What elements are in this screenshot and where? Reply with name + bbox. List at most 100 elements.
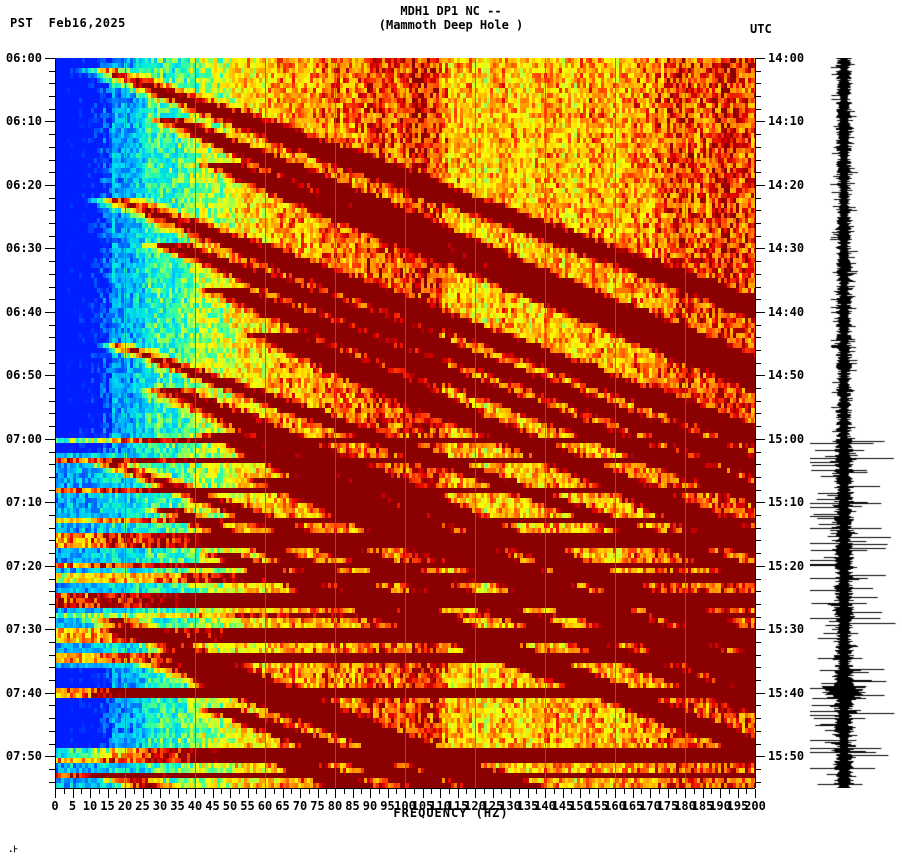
tick-mark [755,540,761,542]
frequency-label: 60 [257,799,273,813]
tick-mark [431,789,433,794]
tick-mark [49,743,55,745]
frequency-label: 160 [604,799,626,813]
tick-mark [755,70,761,72]
tick-mark [49,108,55,110]
tick-mark [755,527,761,529]
tick-mark [107,789,109,798]
tick-mark [49,388,55,390]
tick-mark [151,789,153,794]
tick-mark [755,476,761,478]
time-label-pst: 06:40 [5,304,42,319]
tick-mark [317,789,319,798]
frequency-label: 125 [481,799,504,813]
tick-mark [396,789,398,794]
tick-mark [326,789,328,794]
tick-mark [265,789,266,798]
tick-mark [755,680,761,682]
tick-mark [72,789,74,798]
tick-mark [755,261,761,263]
tick-mark [49,768,55,770]
tick-mark [755,768,761,770]
tick-mark [49,642,55,643]
tick-mark [49,489,55,491]
tick-mark [90,789,91,798]
tick-mark [63,789,65,794]
frequency-label: 15 [100,799,115,813]
tick-mark [755,311,765,313]
tick-mark [693,789,695,794]
tick-mark [49,223,55,225]
tick-mark [221,789,223,794]
tick-mark [247,789,249,798]
tick-mark [755,400,761,402]
tick-mark [755,553,761,555]
spectrogram-plot[interactable] [55,58,755,788]
tick-mark [755,451,761,453]
tick-mark [49,286,55,288]
tick-mark [291,789,293,794]
tick-mark [343,789,345,794]
time-label-utc: 15:10 [768,495,805,510]
time-label-pst: 06:10 [5,114,42,129]
tick-mark [335,789,336,798]
tick-mark [98,789,100,794]
frequency-label: 5 [68,799,77,813]
tick-mark [142,789,144,798]
frequency-label: 70 [292,799,308,813]
frequency-label: 145 [551,799,574,813]
tick-mark [755,426,761,428]
tick-mark [755,743,761,745]
tick-mark [492,789,494,798]
frequency-label: 35 [170,799,185,813]
tick-mark [49,413,55,415]
tick-mark [49,299,55,301]
tick-mark [457,789,459,798]
tick-mark [755,654,761,656]
tick-mark [755,134,761,136]
frequency-label: 155 [586,799,609,813]
tick-mark [49,400,55,402]
tick-mark [755,616,761,618]
tick-mark [49,591,55,593]
tick-mark [49,781,55,783]
tick-mark [45,692,55,694]
frequency-label: 105 [411,799,434,813]
tick-mark [720,789,721,798]
time-label-utc: 15:30 [768,622,805,637]
tick-mark [755,667,761,669]
frequency-label: 130 [499,799,521,813]
frequency-label: 95 [380,799,395,813]
tick-mark [378,789,380,794]
tick-mark [45,502,55,504]
frequency-label: 200 [744,799,766,813]
tick-mark [49,578,55,580]
tick-mark [238,789,240,794]
tick-mark [755,730,761,732]
time-label-utc: 14:50 [768,368,805,383]
tick-mark [405,789,406,798]
tick-mark [49,197,55,199]
tick-mark [230,789,231,798]
spectrogram-canvas [55,58,755,788]
tick-mark [203,789,205,794]
time-label-utc: 14:20 [768,177,805,192]
time-label-utc: 15:20 [768,558,805,573]
tick-mark [685,789,686,798]
tick-mark [116,789,118,794]
tick-mark [49,172,55,174]
tick-mark [755,235,761,237]
time-label-pst: 06:00 [5,51,42,65]
tick-mark [49,730,55,732]
tick-mark [49,159,55,161]
tick-mark [45,565,55,567]
frequency-label: 85 [345,799,360,813]
tick-mark [755,515,761,517]
tick-mark [755,350,761,351]
tick-mark [755,591,761,593]
corner-artifact-mark: .⊦ [8,845,19,855]
tick-mark [597,789,599,798]
tick-mark [755,413,761,415]
tick-mark [49,705,55,707]
frequency-label: 90 [362,799,378,813]
